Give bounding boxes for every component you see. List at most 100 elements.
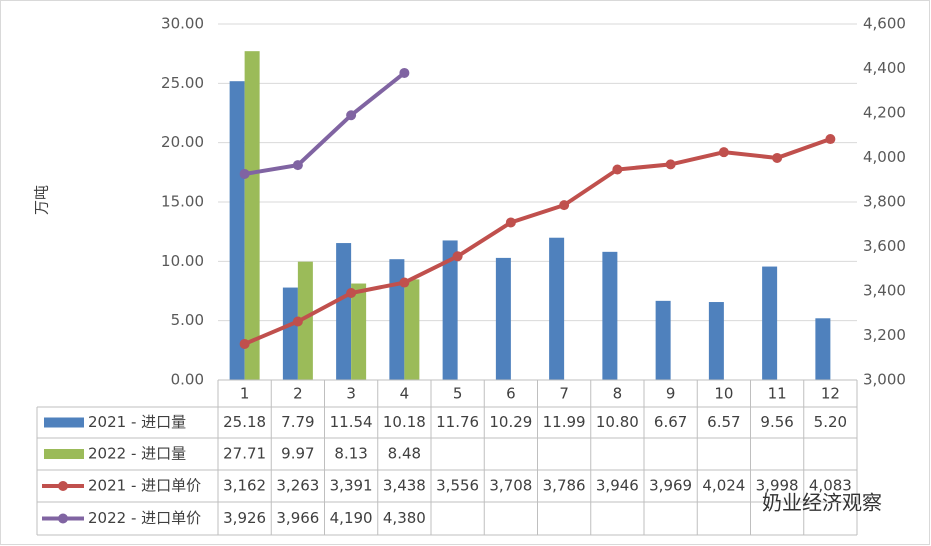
y-axis-label: 万吨	[33, 185, 51, 215]
bar	[549, 237, 565, 380]
table-cell: 3,162	[223, 477, 266, 495]
y-tick-label: 10.00	[161, 252, 204, 270]
line-marker	[665, 159, 676, 170]
table-cell: 4,024	[702, 477, 745, 495]
table-cell: 8.13	[334, 445, 367, 463]
bar	[708, 302, 724, 380]
table-cell: 3,926	[223, 509, 266, 527]
y2-tick-label: 3,000	[863, 371, 906, 389]
y-tick-label: 20.00	[161, 133, 204, 151]
legend-label: 2021 - 进口量	[88, 413, 186, 431]
bar	[336, 243, 352, 380]
bar	[655, 300, 671, 380]
table-cell: 8.48	[388, 445, 421, 463]
y-tick-label: 15.00	[161, 193, 204, 211]
line-marker	[559, 200, 570, 211]
x-tick-label: 7	[559, 385, 569, 403]
bar	[762, 266, 778, 380]
line-marker	[239, 338, 250, 349]
table-cell: 6.67	[654, 413, 687, 431]
legend-label: 2021 - 进口单价	[88, 477, 201, 495]
table-cell: 7.79	[281, 413, 314, 431]
line-marker	[292, 316, 303, 327]
table-cell: 25.18	[223, 413, 266, 431]
legend-label: 2022 - 进口量	[88, 445, 186, 463]
line-marker	[346, 288, 357, 299]
table-cell: 11.99	[543, 413, 586, 431]
table-cell: 10.80	[596, 413, 639, 431]
table-cell: 27.71	[223, 445, 266, 463]
bar	[244, 51, 260, 380]
bar	[229, 81, 245, 381]
x-tick-label: 5	[453, 385, 463, 403]
line-marker	[239, 168, 250, 179]
line-marker	[399, 277, 410, 288]
y2-tick-label: 3,200	[863, 326, 906, 344]
x-tick-label: 12	[821, 385, 840, 403]
y-tick-label: 5.00	[171, 311, 204, 329]
table-cell: 4,190	[330, 509, 373, 527]
legend-label: 2022 - 进口单价	[88, 509, 201, 527]
y-tick-label: 30.00	[161, 15, 204, 33]
x-tick-label: 9	[666, 385, 676, 403]
x-tick-label: 8	[613, 385, 623, 403]
x-tick-label: 4	[400, 385, 410, 403]
line-marker	[772, 152, 783, 163]
legend-swatch	[44, 417, 84, 428]
y-tick-label: 25.00	[161, 74, 204, 92]
table-cell: 10.29	[489, 413, 532, 431]
y2-tick-label: 4,200	[863, 104, 906, 122]
watermark: 奶业经济观察	[762, 491, 882, 515]
table-cell: 11.76	[436, 413, 479, 431]
legend-swatch	[58, 513, 68, 524]
table-cell: 3,438	[383, 477, 426, 495]
line-marker	[346, 110, 357, 121]
line-marker	[292, 160, 303, 171]
bar	[351, 283, 367, 380]
table-cell: 3,556	[436, 477, 479, 495]
bar	[815, 318, 831, 380]
line	[243, 137, 832, 346]
y2-tick-label: 3,400	[863, 282, 906, 300]
line-marker	[825, 134, 836, 145]
table-cell: 10.18	[383, 413, 426, 431]
y2-tick-label: 3,800	[863, 193, 906, 211]
table-cell: 3,786	[543, 477, 586, 495]
table-cell: 11.54	[330, 413, 373, 431]
table-cell: 3,391	[330, 477, 373, 495]
x-tick-label: 3	[346, 385, 356, 403]
table-cell: 3,998	[756, 477, 799, 495]
legend-swatch	[58, 481, 68, 491]
table-cell: 4,083	[809, 477, 852, 495]
y2-tick-label: 4,600	[863, 15, 906, 33]
line	[244, 71, 406, 176]
table-cell: 5.20	[814, 413, 847, 431]
bar	[442, 240, 458, 380]
x-tick-label: 6	[506, 385, 516, 403]
bar	[282, 287, 298, 380]
table-cell: 6.57	[707, 413, 740, 431]
bar	[602, 251, 618, 380]
x-tick-label: 2	[293, 385, 303, 403]
table-cell: 3,966	[276, 509, 319, 527]
x-tick-label: 10	[714, 385, 733, 403]
y2-tick-label: 4,000	[863, 148, 906, 166]
x-tick-label: 11	[768, 385, 787, 403]
y2-tick-label: 4,400	[863, 59, 906, 77]
bar	[495, 257, 511, 380]
line-marker	[718, 147, 729, 158]
bar	[297, 261, 313, 380]
line-marker	[612, 164, 623, 175]
y-tick-label: 0.00	[171, 371, 204, 389]
legend-swatch	[44, 449, 84, 459]
line-marker	[505, 217, 516, 228]
bar	[404, 279, 420, 380]
table-cell: 3,946	[596, 477, 639, 495]
table-cell: 3,263	[276, 477, 319, 495]
table-cell: 9.97	[281, 445, 314, 463]
table-cell: 9.56	[760, 413, 793, 431]
y2-tick-label: 3,600	[863, 237, 906, 255]
table-cell: 4,380	[383, 509, 426, 527]
